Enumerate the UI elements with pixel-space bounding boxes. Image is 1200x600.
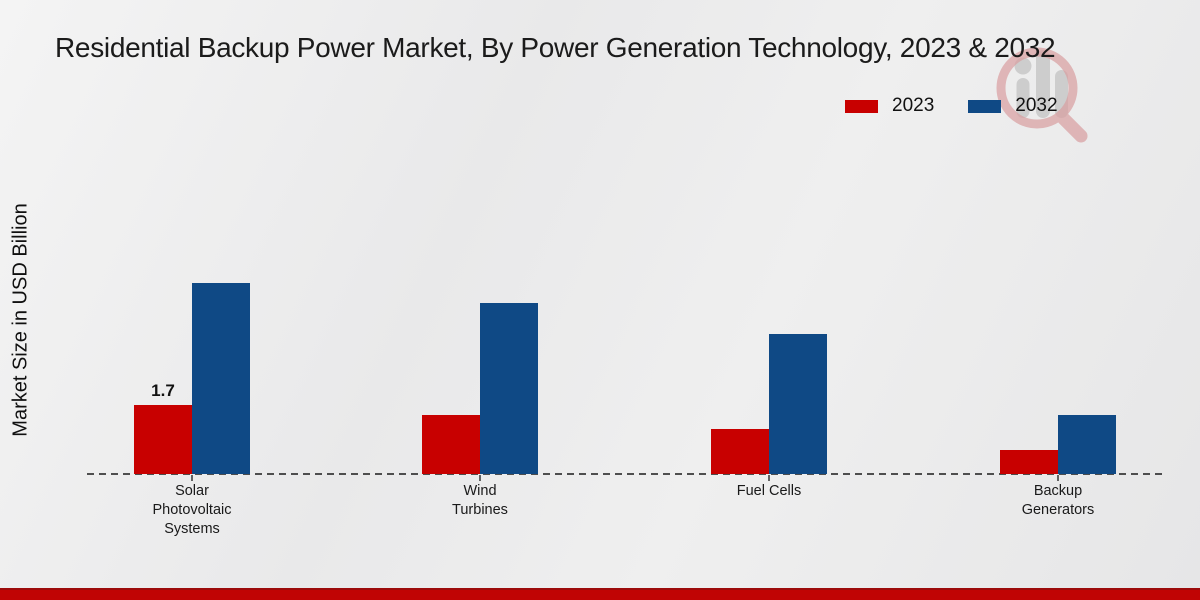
- x-axis-category-label: Fuel Cells: [736, 483, 802, 499]
- legend-swatch-2023: [845, 99, 878, 113]
- watermark-lens-ring: [996, 47, 1078, 129]
- bar-2032-0: [192, 283, 250, 474]
- magnifier-bar-chart-watermark-icon: [996, 47, 1088, 143]
- legend-swatch-2032: [968, 99, 1002, 113]
- x-axis-category-label: Backup Generators: [1021, 483, 1095, 518]
- watermark-handle: [1056, 111, 1088, 143]
- bar-value-label: 1.7: [151, 381, 175, 400]
- x-axis-category-label: Solar Photovoltaic Systems: [152, 483, 232, 537]
- footer-accent-bar: [0, 588, 1200, 600]
- bar-2023-1: [422, 415, 480, 474]
- chart-title: Residential Backup Power Market, By Powe…: [55, 32, 1056, 63]
- legend: 2023 2032: [845, 95, 1058, 117]
- legend-label-2023: 2023: [892, 95, 935, 116]
- legend-item-2032: 2032: [968, 95, 1058, 117]
- watermark-bar-2: [1036, 50, 1050, 118]
- legend-label-2032: 2032: [1015, 95, 1058, 116]
- bar-2032-2: [769, 334, 827, 474]
- bar-2032-1: [480, 303, 538, 474]
- bar-2032-3: [1058, 415, 1116, 474]
- x-axis-category-label: Wind Turbines: [452, 483, 508, 518]
- bar-2023-3: [1000, 450, 1058, 474]
- legend-item-2023: 2023: [845, 95, 934, 117]
- bar-2023-2: [711, 429, 769, 474]
- bar-2023-0: [134, 405, 192, 474]
- watermark-bar-1: [1016, 78, 1030, 118]
